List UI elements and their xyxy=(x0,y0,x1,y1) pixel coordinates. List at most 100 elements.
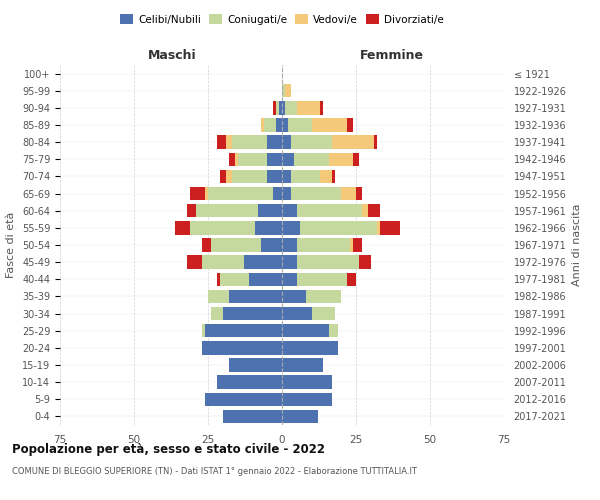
Bar xyxy=(332,136,374,149)
Bar xyxy=(282,341,338,354)
Bar xyxy=(350,238,353,252)
Bar xyxy=(311,307,335,320)
Bar xyxy=(202,256,244,269)
Bar xyxy=(282,118,288,132)
Bar xyxy=(187,256,202,269)
Bar xyxy=(282,238,297,252)
Bar xyxy=(217,376,282,389)
Bar xyxy=(223,410,282,423)
Bar xyxy=(259,204,282,218)
Bar xyxy=(362,204,368,218)
Bar xyxy=(332,170,335,183)
Bar xyxy=(300,221,377,234)
Bar xyxy=(190,221,256,234)
Bar xyxy=(305,290,341,303)
Bar xyxy=(297,101,320,114)
Legend: Celibi/Nubili, Coniugati/e, Vedovi/e, Divorziati/e: Celibi/Nubili, Coniugati/e, Vedovi/e, Di… xyxy=(116,10,448,29)
Bar xyxy=(229,152,235,166)
Bar xyxy=(320,101,323,114)
Bar xyxy=(329,152,353,166)
Bar xyxy=(282,358,323,372)
Bar xyxy=(220,170,226,183)
Y-axis label: Fasce di età: Fasce di età xyxy=(7,212,16,278)
Bar xyxy=(282,152,294,166)
Bar xyxy=(226,170,232,183)
Bar xyxy=(250,272,282,286)
Bar xyxy=(276,118,282,132)
Bar xyxy=(202,324,205,338)
Bar xyxy=(282,272,297,286)
Bar xyxy=(190,187,205,200)
Bar xyxy=(232,136,267,149)
Bar xyxy=(208,290,229,303)
Bar xyxy=(285,101,297,114)
Bar xyxy=(282,392,332,406)
Bar xyxy=(285,84,291,98)
Bar xyxy=(288,118,311,132)
Bar xyxy=(205,324,282,338)
Bar xyxy=(297,204,362,218)
Bar xyxy=(264,118,276,132)
Bar xyxy=(202,238,211,252)
Bar xyxy=(282,410,317,423)
Bar xyxy=(377,221,380,234)
Bar xyxy=(356,187,362,200)
Bar xyxy=(380,221,400,234)
Bar xyxy=(311,118,347,132)
Bar xyxy=(329,324,338,338)
Bar xyxy=(229,358,282,372)
Bar xyxy=(205,187,208,200)
Bar xyxy=(282,84,285,98)
Text: Femmine: Femmine xyxy=(359,50,424,62)
Bar xyxy=(291,136,332,149)
Bar xyxy=(279,101,282,114)
Bar xyxy=(223,307,282,320)
Bar xyxy=(341,187,356,200)
Bar xyxy=(232,170,267,183)
Bar xyxy=(273,101,276,114)
Bar xyxy=(347,118,353,132)
Bar xyxy=(226,136,232,149)
Bar xyxy=(282,324,329,338)
Bar xyxy=(261,238,282,252)
Bar xyxy=(282,376,332,389)
Bar xyxy=(291,187,341,200)
Bar xyxy=(187,204,196,218)
Text: Popolazione per età, sesso e stato civile - 2022: Popolazione per età, sesso e stato civil… xyxy=(12,442,325,456)
Bar xyxy=(282,221,300,234)
Bar xyxy=(297,238,350,252)
Bar xyxy=(297,272,347,286)
Bar xyxy=(297,256,359,269)
Bar xyxy=(217,136,226,149)
Bar xyxy=(238,152,267,166)
Bar xyxy=(273,187,282,200)
Bar xyxy=(211,238,261,252)
Bar xyxy=(229,290,282,303)
Text: Maschi: Maschi xyxy=(148,50,197,62)
Bar xyxy=(294,152,329,166)
Bar xyxy=(282,136,291,149)
Bar xyxy=(374,136,377,149)
Bar xyxy=(244,256,282,269)
Bar xyxy=(276,101,279,114)
Bar xyxy=(359,256,371,269)
Bar xyxy=(291,170,320,183)
Bar xyxy=(368,204,380,218)
Bar xyxy=(217,272,220,286)
Bar xyxy=(211,307,223,320)
Bar xyxy=(282,256,297,269)
Bar xyxy=(282,307,311,320)
Bar xyxy=(347,272,356,286)
Bar xyxy=(267,170,282,183)
Bar xyxy=(267,152,282,166)
Y-axis label: Anni di nascita: Anni di nascita xyxy=(572,204,582,286)
Bar xyxy=(235,152,238,166)
Bar xyxy=(208,187,273,200)
Bar xyxy=(282,204,297,218)
Text: COMUNE DI BLEGGIO SUPERIORE (TN) - Dati ISTAT 1° gennaio 2022 - Elaborazione TUT: COMUNE DI BLEGGIO SUPERIORE (TN) - Dati … xyxy=(12,468,417,476)
Bar xyxy=(320,170,332,183)
Bar xyxy=(261,118,264,132)
Bar xyxy=(267,136,282,149)
Bar xyxy=(282,170,291,183)
Bar xyxy=(175,221,190,234)
